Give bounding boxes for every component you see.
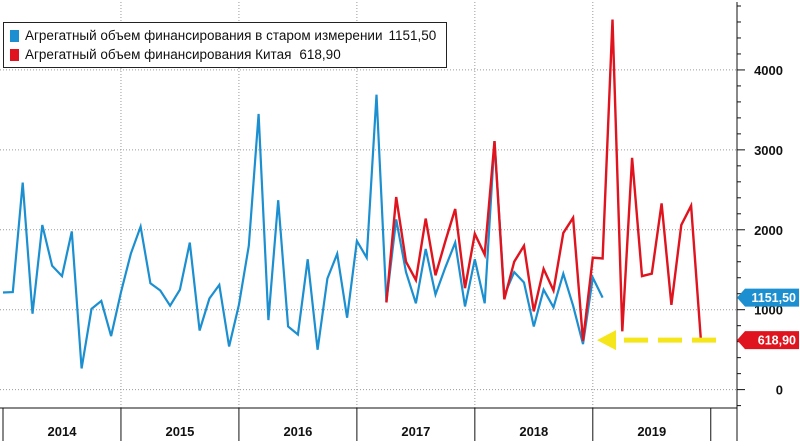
x-tick-label: 2018 [519,424,548,439]
value-tag-old-measure: 1151,50 [737,288,799,307]
y-tick-label: 0 [776,383,783,398]
legend-swatch-blue [10,29,19,42]
legend-entry-old-measure: Агрегатный объем финансирования в старом… [10,26,436,45]
legend-label-china: Агрегатный объем финансирования Китая [25,47,292,62]
y-tick-label: 4000 [754,63,783,78]
legend-entry-china: Агрегатный объем финансирования Китая 61… [10,45,436,64]
x-tick-label: 2014 [48,424,78,439]
value-tag-label: 1151,50 [752,291,797,305]
value-tag-shape [737,331,799,350]
y-tick-label: 2000 [754,223,783,238]
legend-label-old-measure: Агрегатный объем финансирования в старом… [25,28,383,43]
plot-area [2,19,703,369]
x-tick-label: 2017 [401,424,430,439]
legend-value-old-measure: 1151,50 [388,28,437,43]
series-line-old-measure [2,94,604,369]
legend-value-china: 618,90 [299,47,341,62]
legend: Агрегатный объем финансирования в старом… [3,22,448,68]
legend-swatch-red [10,48,19,61]
value-tag-shape [737,288,799,307]
series-line-china [385,19,703,342]
y-tick-label: 3000 [754,143,783,158]
arrow-head [597,330,616,351]
value-tag-china: 618,90 [737,331,799,350]
value-tag-label: 618,90 [758,334,796,348]
x-tick-label: 2019 [637,424,666,439]
x-tick-label: 2016 [283,424,312,439]
x-tick-label: 2015 [165,424,194,439]
annotations: 1151,50 618,90 [597,288,799,351]
